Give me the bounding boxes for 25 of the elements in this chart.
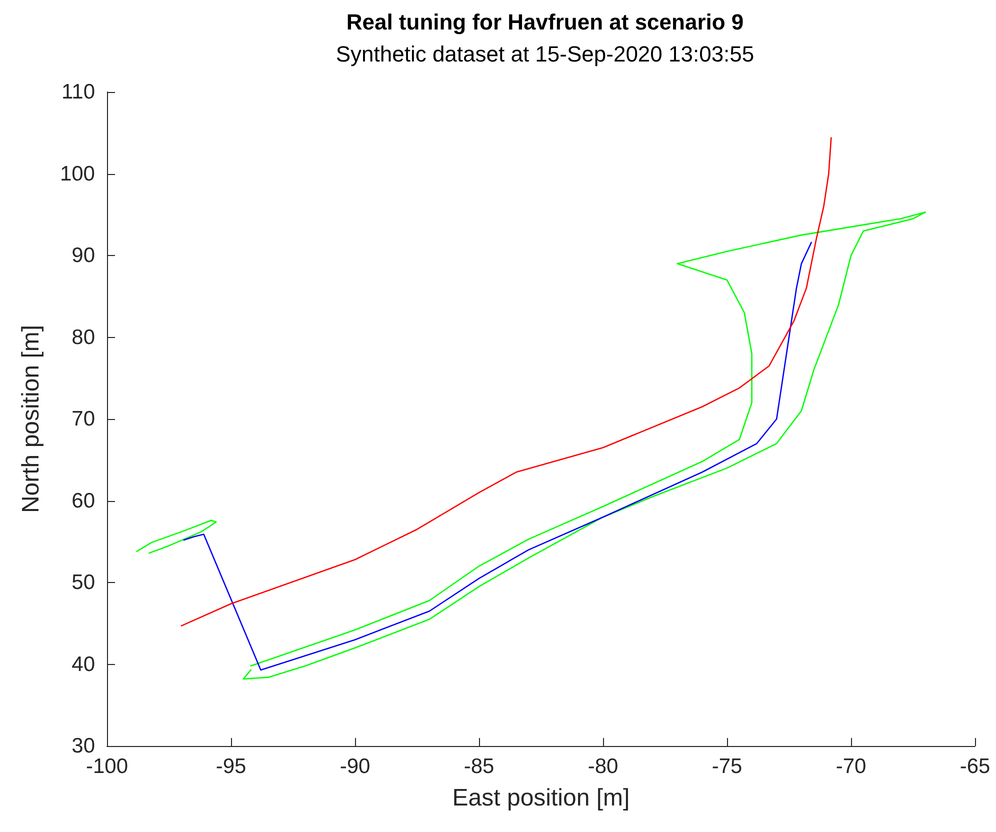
- y-tick-label: 80: [72, 326, 95, 349]
- line-series: [183, 242, 812, 671]
- line-series: [136, 520, 217, 554]
- chart-subtitle: Synthetic dataset at 15-Sep-2020 13:03:55: [336, 42, 754, 66]
- y-tick-label: 110: [62, 80, 95, 104]
- x-tick-label: -100: [86, 755, 128, 778]
- x-tick-label: -95: [216, 755, 246, 778]
- x-tick-label: -75: [712, 755, 742, 778]
- line-series: [242, 212, 926, 680]
- x-tick-label: -90: [340, 755, 370, 778]
- x-tick-label: -80: [588, 755, 618, 778]
- y-tick-label: 50: [72, 571, 95, 594]
- line-series: [180, 137, 832, 626]
- y-tick-label: 60: [72, 489, 95, 512]
- y-axis-title: North position [m]: [18, 324, 44, 514]
- y-tick-label: 90: [72, 244, 95, 267]
- x-tick-label: -85: [464, 755, 494, 778]
- y-tick-label: 70: [72, 408, 95, 430]
- chart-title: Real tuning for Havfruen at scenario 9: [346, 10, 744, 34]
- y-tick-label: 40: [72, 652, 95, 676]
- x-tick-label: -65: [960, 755, 990, 778]
- y-tick-label: 30: [72, 734, 95, 758]
- x-tick-label: -70: [836, 755, 866, 778]
- y-tick-label: 100: [60, 162, 95, 186]
- x-axis-title: East position [m]: [452, 784, 630, 812]
